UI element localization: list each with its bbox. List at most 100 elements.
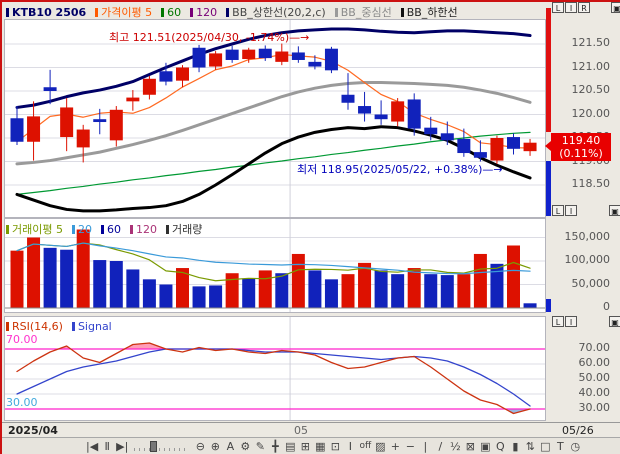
price-legend-item: 60: [161, 6, 181, 19]
current-price-arrow: [545, 141, 551, 151]
pattern-icon[interactable]: ▨: [375, 439, 386, 453]
add-icon[interactable]: +: [390, 439, 400, 453]
legend-marker-icon: [190, 7, 194, 17]
price-chart-panel[interactable]: 최고 121.51(2025/04/30, -1.74%)—→ 최저 118.9…: [4, 19, 546, 218]
y-axis-label: 70.00: [578, 341, 611, 354]
y-axis-label: 120.50: [571, 83, 611, 96]
panel-button-l[interactable]: L: [552, 2, 564, 13]
text-tool-icon[interactable]: A: [226, 439, 235, 453]
eraser-icon[interactable]: ⊠: [465, 439, 475, 453]
legend-marker-icon: [165, 224, 169, 234]
go-last-icon[interactable]: ▶|: [116, 439, 129, 453]
legend-marker-icon: [95, 7, 99, 17]
text-insert-icon[interactable]: T: [556, 439, 564, 453]
panel-button-i[interactable]: I: [565, 316, 577, 327]
y-axis-label: 118.50: [571, 177, 611, 190]
legend-marker-icon: [161, 7, 165, 17]
y-axis-label: 121.00: [571, 59, 611, 73]
legend-label: 거래량: [171, 223, 203, 236]
legend-marker-icon: [6, 7, 9, 17]
rsi-legend-item: RSI(14,6): [6, 320, 63, 333]
y-axis-label: 121.50: [571, 36, 611, 49]
price-legend-item: BB_하한선: [400, 4, 458, 20]
interval-icon[interactable]: Ⅰ: [348, 439, 352, 453]
legend-label: 60: [167, 5, 182, 19]
legend-label: RSI(14,6): [12, 320, 63, 333]
fullscreen-icon[interactable]: □: [540, 439, 551, 453]
panel-restore-icon[interactable]: ▣: [609, 316, 620, 327]
data-table-icon[interactable]: ▦: [315, 439, 326, 453]
legend-label: BB_상한선(20,2,c): [232, 6, 326, 19]
volume-chart-panel[interactable]: [4, 218, 546, 313]
y-axis-label: 120.00: [571, 106, 611, 120]
window-restore-icon[interactable]: ▣: [611, 2, 620, 13]
save-icon[interactable]: ▣: [480, 439, 491, 453]
clock-icon[interactable]: ◷: [570, 439, 581, 453]
current-price-value: 119.40: [561, 134, 601, 147]
zoom-slider[interactable]: [134, 440, 189, 452]
current-price-change: (0.11%): [559, 147, 603, 160]
price-legend-item: 120: [190, 6, 217, 19]
price-legend-item: BB_중심선: [334, 4, 392, 20]
volume-range-strip: [546, 299, 551, 312]
rsi-chart-panel[interactable]: [4, 316, 546, 421]
legend-marker-icon: [226, 7, 230, 17]
legend-marker-icon: [71, 322, 75, 331]
y-axis-label: 60.00: [578, 356, 611, 369]
volume-legend-item: 거래이평 5: [6, 221, 63, 237]
legend-label: 120: [196, 5, 218, 19]
volume-legend-item: 60: [100, 222, 121, 236]
panel-button-r[interactable]: R: [578, 2, 590, 13]
go-first-icon[interactable]: |◀: [86, 439, 99, 453]
legend-marker-icon: [129, 224, 133, 234]
fibonacci-icon[interactable]: ½: [450, 439, 461, 453]
zoom-slider-handle[interactable]: [150, 440, 158, 452]
legend-marker-icon: [71, 224, 75, 234]
grid-icon[interactable]: ⊞: [300, 439, 310, 453]
legend-label: BB_중심선: [340, 6, 392, 19]
rsi-legend: RSI(14,6) Signal: [6, 320, 112, 333]
chart-style-icon[interactable]: ▤: [285, 439, 296, 453]
panel-buttons-volume: LI▣×: [552, 205, 620, 216]
y-axis-label: 40.00: [578, 386, 611, 399]
settings-icon[interactable]: ⚙: [240, 439, 251, 453]
price-legend-item: KTB10 2506: [6, 6, 86, 19]
panel-button-i[interactable]: I: [565, 2, 577, 13]
panel-button-l[interactable]: L: [552, 316, 564, 327]
panel-buttons-rsi: LI▣×: [552, 316, 620, 327]
remove-icon[interactable]: −: [405, 439, 415, 453]
off-icon[interactable]: off: [359, 440, 372, 451]
legend-label: 20: [77, 222, 92, 236]
legend-label: 가격이평 5: [101, 6, 153, 19]
legend-marker-icon: [334, 7, 338, 17]
date-axis: 2025/04 05 05/26: [0, 422, 620, 438]
legend-label: 60: [106, 222, 121, 236]
draw-tool-icon[interactable]: ✎: [255, 439, 265, 453]
date-label-left: 2025/04: [8, 424, 58, 437]
panel-button-l[interactable]: L: [552, 205, 564, 216]
search-icon[interactable]: Q: [496, 439, 505, 453]
axis-range-strip-up: [546, 8, 551, 132]
panel-restore-icon[interactable]: ▣: [609, 205, 620, 216]
vertical-line-icon[interactable]: |: [423, 439, 428, 453]
color-bar-icon[interactable]: ▮: [512, 439, 519, 453]
trend-line-icon[interactable]: /: [438, 439, 443, 453]
axis-range-strip-down: [546, 161, 551, 216]
legend-marker-icon: [400, 7, 404, 17]
legend-marker-icon: [6, 224, 9, 234]
price-legend: KTB10 2506 가격이평 5 60 120 BB_상한선(20,2,c) BB_중심…: [6, 4, 458, 20]
zoom-out-icon[interactable]: ⊖: [195, 439, 205, 453]
zoom-in-icon[interactable]: ⊕: [210, 439, 220, 453]
legend-label: Signal: [77, 320, 112, 333]
y-axis-label: 30.00: [578, 401, 611, 414]
rsi-legend-item: Signal: [71, 320, 112, 333]
legend-label: 120: [135, 222, 157, 236]
sort-icon[interactable]: ⇅: [525, 439, 535, 453]
crosshair-icon[interactable]: ╋: [272, 439, 279, 453]
low-annotation: 최저 118.95(2025/05/22, +0.38%)—→: [297, 163, 503, 176]
indicator-icon[interactable]: ⊡: [330, 439, 340, 453]
panel-button-i[interactable]: I: [565, 205, 577, 216]
pause-icon[interactable]: Ⅱ: [104, 439, 110, 453]
